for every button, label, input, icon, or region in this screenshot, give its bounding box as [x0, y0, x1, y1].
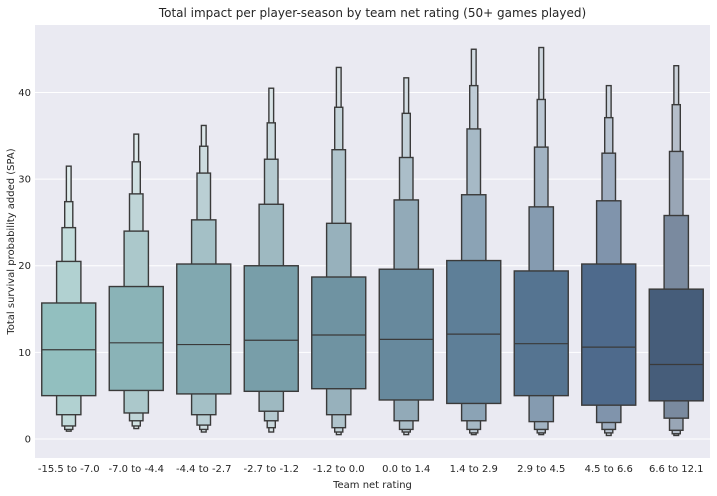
boxen-level-1 [311, 276, 367, 390]
boxen-level-1 [581, 263, 637, 406]
boxen-group [648, 65, 704, 437]
y-tick-label: 0 [25, 434, 31, 445]
boxen-group [41, 165, 97, 432]
boxen-level-1 [446, 259, 502, 405]
x-tick-label: 6.6 to 12.1 [649, 464, 704, 475]
boxen-group [243, 87, 299, 433]
boxen-group [446, 48, 502, 436]
y-axis-ticks: 0 10 20 30 40 [18, 88, 31, 445]
x-tick-label: -1.2 to 0.0 [313, 464, 365, 475]
x-axis-label: Team net rating [332, 480, 412, 491]
boxen-series [41, 46, 704, 437]
y-tick-label: 30 [18, 175, 31, 186]
boxen-level-1 [176, 263, 232, 395]
x-tick-label: 1.4 to 2.9 [450, 464, 498, 475]
x-tick-label: -4.4 to -2.7 [176, 464, 231, 475]
boxen-level-1 [108, 285, 164, 392]
boxen-group [513, 46, 569, 436]
boxen-group [378, 77, 434, 436]
y-tick-label: 10 [18, 348, 31, 359]
x-tick-label: -7.0 to -4.4 [109, 464, 164, 475]
x-tick-label: 4.5 to 6.6 [585, 464, 633, 475]
boxen-group [108, 133, 164, 430]
boxen-group [176, 124, 232, 433]
chart-title: Total impact per player-season by team n… [158, 6, 586, 20]
boxen-level-1 [513, 270, 569, 397]
y-tick-label: 40 [18, 88, 31, 99]
y-tick-label: 20 [18, 261, 31, 272]
boxen-group [581, 84, 637, 437]
boxen-level-1 [243, 265, 299, 393]
boxen-level-1 [378, 268, 434, 401]
y-axis-label: Total survival probability added (SPA) [6, 148, 17, 335]
x-tick-label: -2.7 to -1.2 [244, 464, 299, 475]
x-tick-label: -15.5 to -7.0 [38, 464, 100, 475]
boxen-level-1 [648, 288, 704, 402]
x-axis-ticks: -15.5 to -7.0 -7.0 to -4.4 -4.4 to -2.7 -2.… [38, 464, 704, 475]
x-tick-label: 2.9 to 4.5 [517, 464, 565, 475]
boxen-group [311, 66, 367, 436]
x-tick-label: 0.0 to 1.4 [382, 464, 430, 475]
